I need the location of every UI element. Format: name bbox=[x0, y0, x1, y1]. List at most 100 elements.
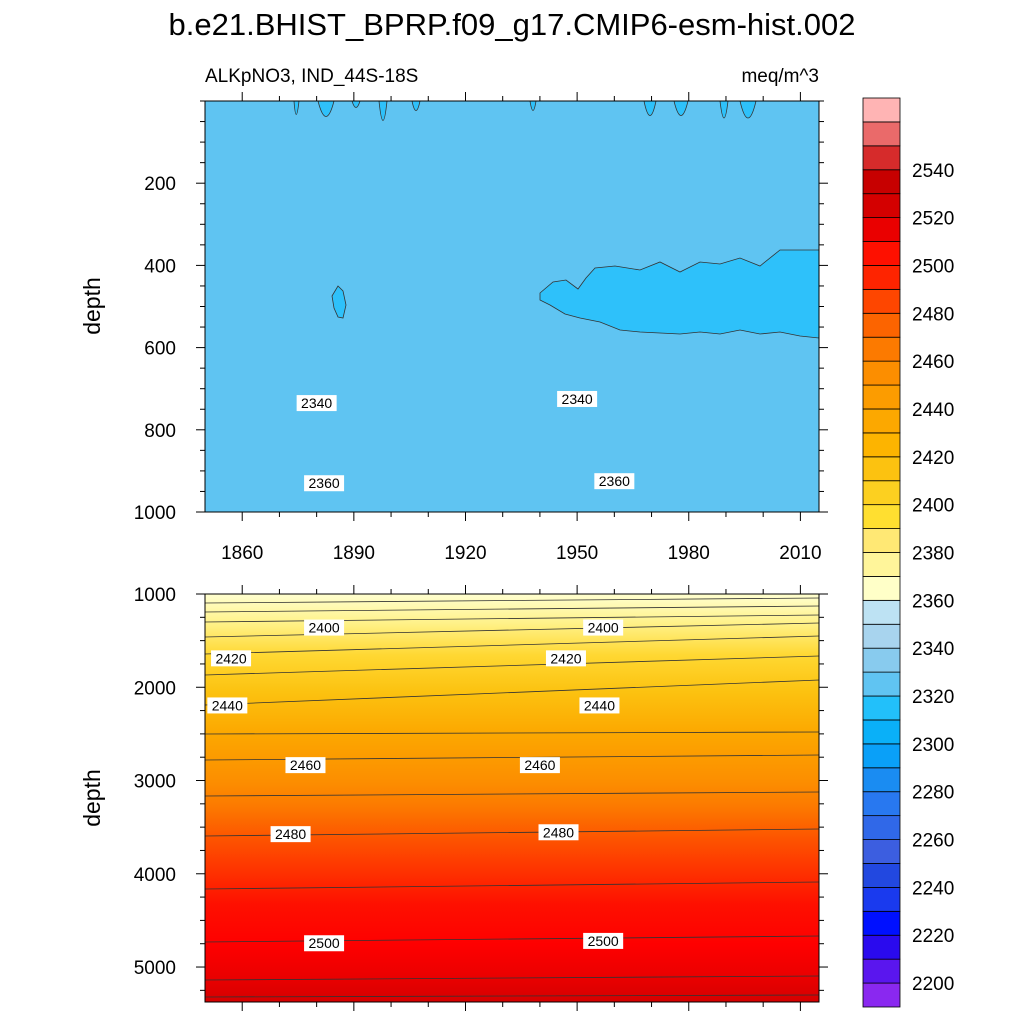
colorbar-swatch bbox=[862, 384, 901, 410]
colorbar-swatch bbox=[862, 288, 901, 314]
y-tick-label: 5000 bbox=[134, 958, 176, 979]
colorbar-swatch bbox=[862, 839, 901, 864]
contour-label-box bbox=[583, 932, 624, 949]
contour-label-box bbox=[285, 757, 326, 774]
colorbar-swatch bbox=[862, 599, 901, 625]
contour-label-box bbox=[545, 650, 586, 667]
colorbar-swatch bbox=[862, 193, 901, 219]
upper-contour-fill bbox=[205, 101, 819, 512]
colorbar-swatch bbox=[862, 791, 901, 817]
colorbar-tick-label: 2220 bbox=[912, 926, 954, 947]
colorbar-tick-label: 2500 bbox=[912, 256, 954, 277]
colorbar-tick-label: 2460 bbox=[912, 352, 954, 373]
colorbar-swatch bbox=[862, 456, 901, 482]
colorbar-tick-label: 2420 bbox=[912, 448, 954, 469]
colorbar-tick-label: 2320 bbox=[912, 687, 954, 708]
x-tick-label: 1890 bbox=[333, 543, 375, 564]
contour-label: 2500 bbox=[588, 933, 619, 949]
colorbar-tick-label: 2360 bbox=[912, 591, 954, 612]
x-tick-label: 1950 bbox=[556, 543, 598, 564]
colorbar-swatch bbox=[862, 910, 901, 936]
colorbar-tick-label: 2240 bbox=[912, 878, 954, 899]
colorbar-swatch bbox=[862, 121, 901, 147]
lower-y-axis-label: depth bbox=[79, 769, 105, 827]
upper-blob-2320 bbox=[539, 249, 819, 339]
colorbar-swatch bbox=[862, 241, 901, 266]
colorbar-swatch bbox=[862, 360, 901, 386]
colorbar-swatch bbox=[862, 695, 901, 721]
left-subtitle: ALKpNO3, IND_44S-18S bbox=[205, 66, 418, 87]
contour-label: 2420 bbox=[215, 650, 246, 666]
contour-label-box bbox=[207, 697, 248, 714]
colorbar-tick-label: 2540 bbox=[912, 161, 954, 182]
contour-label: 2340 bbox=[562, 391, 593, 407]
y-tick-label: 2000 bbox=[134, 678, 176, 699]
contour-label: 2360 bbox=[599, 473, 630, 489]
colorbar-swatch bbox=[862, 934, 901, 960]
contour-label-box bbox=[579, 697, 620, 714]
contour-label: 2400 bbox=[309, 620, 340, 636]
colorbar-tick-label: 2440 bbox=[912, 400, 954, 421]
contour-label: 2480 bbox=[543, 824, 574, 840]
upper-contour-labels: 2340 2340 2360 2360 bbox=[296, 390, 635, 492]
y-tick-label: 4000 bbox=[134, 865, 176, 886]
lower-panel: 1000 2000 3000 4000 5000 2400 2400 2420 2420 244… bbox=[79, 585, 828, 1011]
upper-axis-ticks: 1860 1890 1920 1950 1980 2010 200 400 600 800 1000 bbox=[134, 92, 828, 564]
colorbar-swatch bbox=[862, 982, 901, 1008]
contour-label: 2460 bbox=[290, 757, 321, 773]
colorbar-swatch bbox=[862, 886, 901, 912]
colorbar-swatch bbox=[862, 623, 901, 649]
colorbar: 2200 2220 2240 2260 2280 2300 2320 2340 2360 2380… bbox=[862, 97, 954, 1008]
colorbar-swatch bbox=[862, 528, 901, 553]
contour-label: 2440 bbox=[584, 697, 615, 713]
lower-axis-ticks: 1000 2000 3000 4000 5000 bbox=[134, 585, 828, 1011]
contour-label-box bbox=[594, 473, 635, 490]
colorbar-swatch bbox=[862, 671, 901, 697]
colorbar-swatch bbox=[862, 480, 901, 506]
upper-y-axis-label: depth bbox=[79, 277, 105, 335]
y-tick-label: 200 bbox=[144, 174, 176, 195]
colorbar-swatch bbox=[862, 265, 901, 290]
colorbar-swatch bbox=[862, 743, 901, 769]
colorbar-tick-label: 2400 bbox=[912, 496, 954, 517]
contour-label-box bbox=[538, 824, 579, 841]
contour-label-box bbox=[304, 619, 345, 636]
upper-surface-spots bbox=[293, 101, 757, 121]
contour-label: 2340 bbox=[301, 395, 332, 411]
y-tick-label: 600 bbox=[144, 339, 176, 360]
contour-label: 2440 bbox=[212, 697, 243, 713]
colorbar-swatch bbox=[862, 863, 901, 888]
colorbar-swatch bbox=[862, 217, 901, 242]
colorbar-swatch bbox=[862, 97, 901, 123]
colorbar-tick-label: 2380 bbox=[912, 544, 954, 565]
contour-label-box bbox=[304, 475, 345, 492]
colorbar-tick-label: 2480 bbox=[912, 304, 954, 325]
colorbar-swatch bbox=[862, 719, 901, 745]
upper-spot-2320 bbox=[331, 285, 347, 319]
contour-label-box bbox=[270, 826, 311, 843]
colorbar-swatch bbox=[862, 815, 901, 840]
y-tick-label: 1000 bbox=[134, 503, 176, 524]
right-subtitle: meq/m^3 bbox=[741, 66, 819, 87]
colorbar-swatch bbox=[862, 647, 901, 673]
contour-label-box bbox=[557, 390, 598, 407]
contour-label-box bbox=[211, 650, 252, 667]
colorbar-tick-label: 2280 bbox=[912, 783, 954, 804]
colorbar-swatch bbox=[862, 145, 901, 171]
y-tick-label: 800 bbox=[144, 421, 176, 442]
lower-contour-fill bbox=[205, 594, 819, 1002]
colorbar-tick-label: 2520 bbox=[912, 209, 954, 230]
lower-plot-frame bbox=[204, 593, 820, 1003]
colorbar-tick-label: 2200 bbox=[912, 974, 954, 995]
upper-panel: 1860 1890 1920 1950 1980 2010 200 400 600 800 1000… bbox=[79, 92, 828, 564]
colorbar-swatch bbox=[862, 312, 901, 338]
colorbar-swatch bbox=[862, 576, 901, 601]
colorbar-swatch bbox=[862, 408, 901, 434]
contour-label: 2500 bbox=[309, 935, 340, 951]
contour-label: 2460 bbox=[524, 757, 555, 773]
colorbar-swatch bbox=[862, 958, 901, 984]
colorbar-swatch bbox=[862, 432, 901, 458]
y-tick-label: 400 bbox=[144, 256, 176, 277]
x-tick-label: 1860 bbox=[221, 543, 263, 564]
